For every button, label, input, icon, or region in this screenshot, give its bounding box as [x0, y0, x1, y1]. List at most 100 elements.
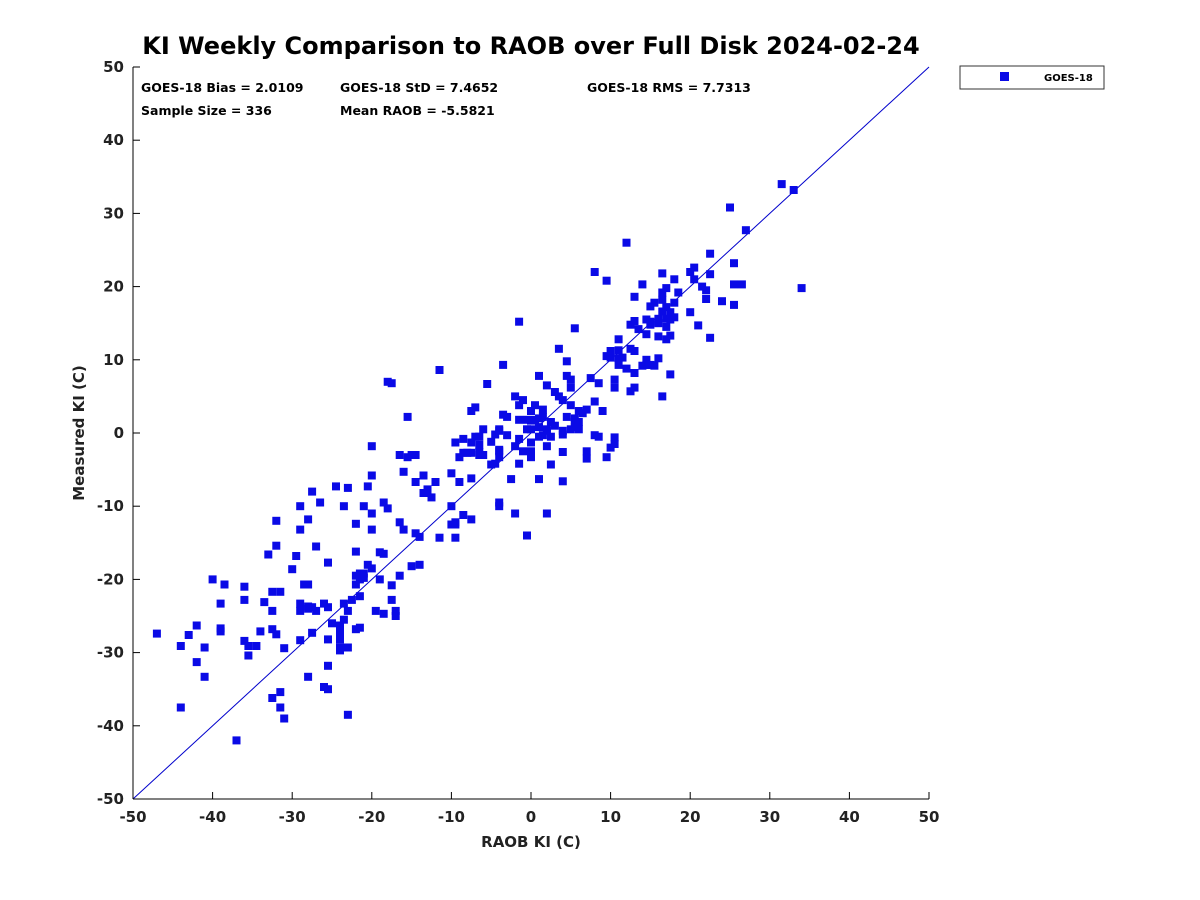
data-point-73 [343, 483, 352, 492]
data-point-109 [395, 571, 404, 580]
data-point-79 [351, 519, 360, 528]
data-point-35 [288, 565, 297, 574]
data-point-16 [240, 636, 249, 645]
data-point-209 [546, 460, 555, 469]
data-point-90 [367, 442, 376, 451]
data-point-128 [435, 366, 444, 374]
data-point-52 [312, 606, 321, 615]
data-point-160 [491, 459, 500, 468]
data-point-215 [558, 430, 567, 439]
data-point-29 [272, 630, 281, 639]
data-point-129 [435, 533, 444, 542]
y-tick-label--10: -10 [97, 497, 124, 515]
data-point-234 [582, 447, 591, 456]
data-point-120 [415, 532, 424, 541]
stat-mean-raob: Mean RAOB = -5.5821 [340, 103, 495, 118]
data-point-70 [339, 599, 348, 608]
data-point-222 [566, 383, 575, 392]
data-point-38 [296, 636, 305, 645]
data-point-265 [630, 292, 639, 301]
data-point-305 [686, 308, 695, 317]
data-point-205 [542, 509, 551, 518]
x-tick-label-30: 30 [759, 808, 780, 826]
data-point-180 [515, 401, 524, 410]
data-point-45 [304, 672, 313, 681]
data-point-283 [654, 332, 663, 341]
stat-bias: GOES-18 Bias = 2.0109 [141, 80, 303, 95]
data-point-89 [363, 482, 372, 491]
data-point-285 [654, 354, 663, 363]
data-point-196 [535, 423, 543, 432]
data-point-132 [447, 469, 456, 478]
data-point-94 [367, 471, 376, 480]
data-point-148 [471, 403, 480, 412]
data-point-8 [208, 575, 217, 584]
x-axis-ticks: -50 -40 -30 -20 -10 0 10 20 30 40 50 [119, 792, 939, 826]
data-point-306 [690, 275, 699, 284]
data-point-110 [395, 451, 404, 459]
data-point-232 [574, 418, 583, 426]
data-point-324 [797, 284, 806, 293]
data-point-258 [618, 353, 627, 362]
data-point-49 [308, 628, 317, 637]
data-point-314 [706, 333, 715, 342]
data-point-25 [268, 625, 277, 634]
data-point-252 [610, 440, 619, 448]
x-tick-label-0: 0 [526, 808, 536, 826]
data-point-85 [359, 502, 368, 511]
data-point-321 [741, 226, 750, 235]
data-point-56 [324, 685, 332, 694]
stats-panel: GOES-18 Bias = 2.0109 GOES-18 StD = 7.46… [141, 80, 751, 118]
data-point-247 [606, 347, 615, 355]
data-point-191 [527, 407, 535, 415]
data-point-108 [395, 518, 404, 527]
data-point-22 [264, 550, 273, 559]
data-point-167 [495, 445, 504, 454]
data-point-288 [658, 307, 667, 316]
data-point-302 [670, 313, 679, 322]
data-point-166 [495, 498, 504, 507]
data-point-51 [312, 542, 321, 551]
x-tick-label-50: 50 [919, 808, 940, 826]
data-point-273 [642, 330, 651, 339]
data-point-190 [527, 438, 535, 447]
data-point-249 [606, 353, 615, 362]
data-point-18 [244, 642, 253, 650]
data-point-75 [347, 595, 356, 604]
data-point-21 [260, 598, 269, 607]
data-point-24 [268, 606, 277, 615]
data-point-264 [630, 317, 639, 325]
data-point-177 [515, 459, 524, 468]
data-point-102 [383, 504, 392, 513]
data-point-72 [343, 643, 352, 652]
data-point-131 [447, 502, 456, 511]
data-point-281 [650, 361, 659, 370]
data-point-2 [176, 642, 185, 650]
data-point-83 [355, 592, 364, 601]
data-point-17 [244, 651, 253, 660]
data-point-217 [558, 396, 567, 405]
data-point-40 [296, 599, 305, 608]
data-point-20 [256, 627, 265, 636]
data-point-181 [519, 447, 527, 456]
data-point-121 [415, 560, 424, 569]
stat-rms: GOES-18 RMS = 7.7313 [587, 80, 751, 95]
data-point-287 [658, 295, 667, 304]
data-point-221 [562, 357, 571, 366]
data-point-301 [670, 298, 679, 307]
data-point-212 [554, 344, 563, 353]
data-point-28 [272, 516, 281, 525]
data-point-0 [152, 629, 161, 638]
data-point-139 [459, 434, 468, 443]
data-point-143 [467, 474, 476, 483]
data-point-189 [527, 425, 535, 434]
data-point-320 [737, 280, 746, 289]
data-point-226 [570, 324, 579, 333]
data-point-99 [379, 609, 388, 618]
data-point-61 [328, 619, 336, 628]
y-tick-label-50: 50 [103, 58, 124, 76]
data-point-298 [666, 370, 675, 379]
data-point-147 [467, 448, 476, 457]
data-point-106 [391, 606, 400, 615]
data-point-216 [558, 448, 567, 456]
